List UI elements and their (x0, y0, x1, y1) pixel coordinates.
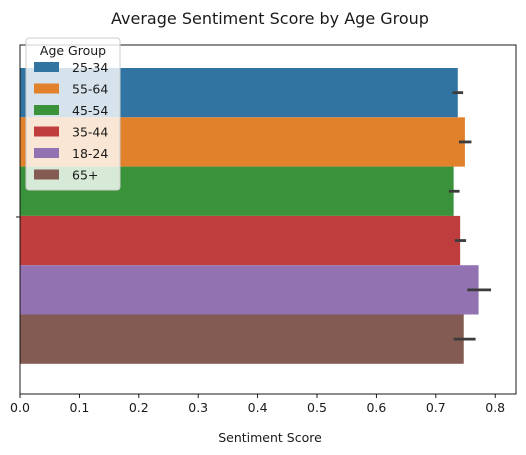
legend-label-35-44: 35-44 (72, 125, 108, 140)
x-axis: 0.0 0.1 0.2 0.3 0.4 0.5 0.6 0.7 0.8 (10, 394, 505, 415)
x-tick-label: 0.4 (248, 400, 268, 415)
legend-swatch-45-54 (34, 105, 59, 115)
legend-swatch-18-24 (34, 148, 59, 158)
x-tick-label: 0.5 (307, 400, 327, 415)
bars-layer (20, 68, 479, 364)
bar-65 (20, 314, 464, 364)
x-tick-label: 0.2 (129, 400, 149, 415)
x-tick-label: 0.1 (69, 400, 89, 415)
error-bars-layer (448, 91, 492, 341)
bar-18-24 (20, 265, 479, 315)
legend-title: Age Group (40, 43, 106, 58)
x-tick-label: 0.8 (485, 400, 505, 415)
legend-swatch-35-44 (34, 126, 59, 137)
legend-label-55-64: 55-64 (72, 82, 108, 97)
x-tick-label: 0.3 (188, 400, 208, 415)
legend-label-18-24: 18-24 (72, 146, 108, 161)
bar-35-44 (20, 215, 461, 266)
legend-label-65: 65+ (72, 168, 98, 183)
legend-swatch-65 (34, 169, 59, 180)
legend-label-25-34: 25-34 (72, 60, 108, 75)
legend-swatch-25-34 (34, 62, 59, 72)
chart-title: Average Sentiment Score by Age Group (111, 9, 429, 28)
plot-frame (19, 44, 517, 395)
legend: Age Group 25-34 55-64 45-54 35-44 18-24 65+ (25, 37, 121, 191)
legend-swatch-55-64 (34, 83, 59, 94)
legend-label-45-54: 45-54 (72, 103, 108, 118)
x-tick-label: 0.7 (426, 400, 446, 415)
x-tick-label: 0.6 (366, 400, 386, 415)
x-tick-label: 0.0 (10, 400, 30, 415)
x-axis-label: Sentiment Score (218, 430, 322, 445)
